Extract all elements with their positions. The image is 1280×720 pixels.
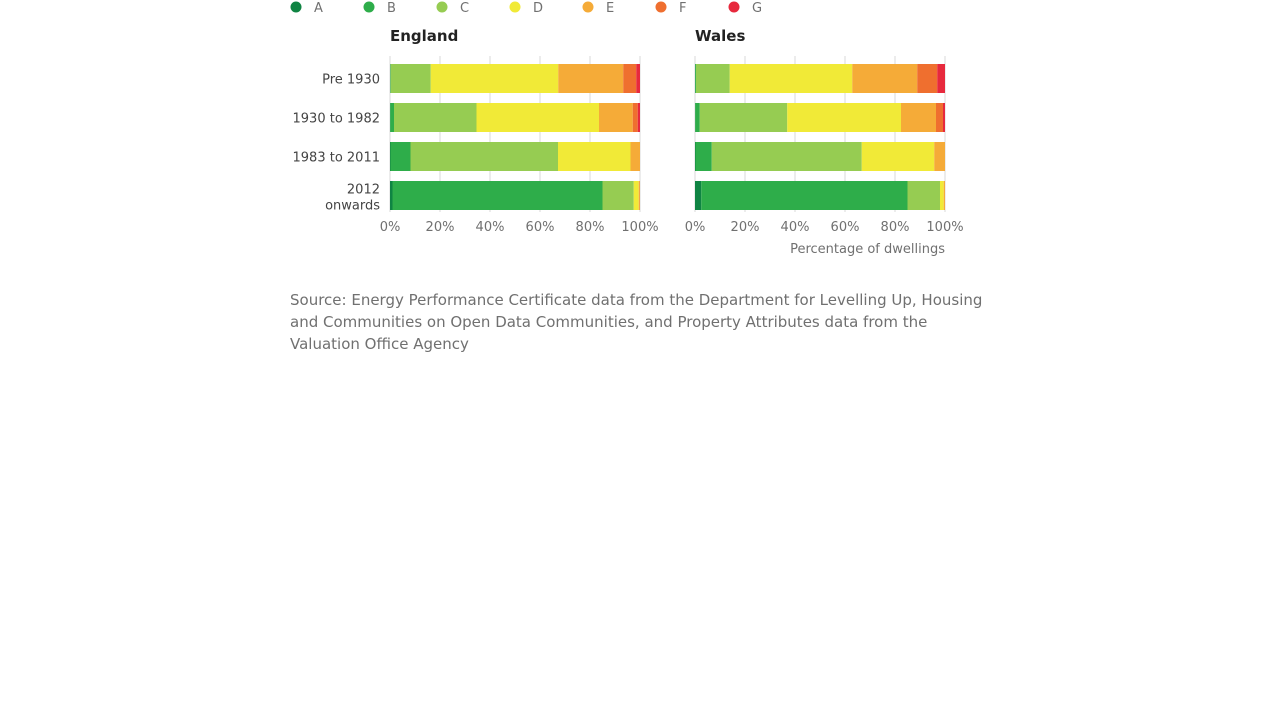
x-tick-label: 0% — [380, 220, 401, 235]
bar-segment-england-a — [390, 142, 391, 171]
bar-segment-wales-a — [695, 181, 702, 210]
x-tick-label: 80% — [881, 220, 910, 235]
legend-label-d: D — [533, 1, 543, 16]
category-label: onwards — [325, 199, 380, 214]
category-label: 1930 to 1982 — [293, 112, 380, 127]
bar-segment-england-g — [637, 103, 640, 132]
panel-title-england: England — [390, 27, 458, 45]
bar-segment-wales-g — [937, 64, 945, 93]
bar-segment-wales-b — [701, 181, 908, 210]
category-label: 1983 to 2011 — [293, 151, 380, 166]
legend-swatch-a — [290, 1, 302, 13]
bar-segment-wales-g — [943, 103, 945, 132]
bar-segment-england-d — [476, 103, 599, 132]
bar-segment-england-e — [630, 142, 640, 171]
x-tick-label: 80% — [576, 220, 605, 235]
bar-segment-england-d — [633, 181, 639, 210]
bar-segment-wales-c — [699, 103, 788, 132]
bar-segment-england-d — [558, 142, 631, 171]
legend-swatch-g — [728, 1, 740, 13]
bar-segment-england-b — [390, 64, 391, 93]
x-tick-label: 60% — [831, 220, 860, 235]
bar-segment-wales-d — [940, 181, 944, 210]
x-tick-label: 100% — [926, 220, 963, 235]
bar-segment-england-b — [392, 181, 603, 210]
legend-swatch-b — [363, 1, 375, 13]
source-note: Source: Energy Performance Certificate d… — [290, 291, 983, 353]
x-tick-label: 60% — [526, 220, 555, 235]
legend-label-g: G — [752, 1, 762, 16]
bar-segment-wales-c — [711, 142, 862, 171]
bar-segment-wales-e — [934, 142, 945, 171]
legend-label-c: C — [460, 1, 469, 16]
x-axis-title: Percentage of dwellings — [790, 242, 945, 257]
x-tick-label: 0% — [685, 220, 706, 235]
bar-segment-wales-d — [861, 142, 935, 171]
bar-segment-england-d — [430, 64, 559, 93]
bar-segment-wales-b — [695, 142, 712, 171]
x-tick-label: 20% — [731, 220, 760, 235]
bar-segment-england-f — [632, 103, 638, 132]
bar-segment-england-g — [636, 64, 640, 93]
bar-segment-wales-c — [907, 181, 940, 210]
bar-segment-england-e — [558, 64, 624, 93]
bar-segment-england-e — [638, 181, 640, 210]
legend-swatch-e — [582, 1, 594, 13]
bar-segment-england-b — [390, 103, 394, 132]
bar-segment-wales-f — [917, 64, 938, 93]
bar-segment-england-a — [390, 181, 393, 210]
bar-segment-england-c — [394, 103, 477, 132]
bar-segment-wales-e — [852, 64, 918, 93]
stacked-bar-chart: A B C D E F G Pre 1930 1930 to 1982 1983 to 2011 2… — [290, 1, 964, 257]
panel-title-wales: Wales — [695, 27, 745, 45]
bar-segment-wales-a — [695, 142, 696, 171]
bar-segment-wales-e — [901, 103, 936, 132]
bar-segment-wales-c — [696, 64, 730, 93]
x-tick-label: 40% — [781, 220, 810, 235]
bar-segment-england-e — [599, 103, 633, 132]
legend-label-b: B — [387, 1, 396, 16]
bar-segment-wales-d — [787, 103, 901, 132]
legend-label-f: F — [679, 1, 686, 16]
bar-segment-wales-e — [943, 181, 945, 210]
bar-segment-wales-b — [695, 64, 696, 93]
bar-segment-england-f — [623, 64, 637, 93]
legend-swatch-d — [509, 1, 521, 13]
bar-segment-wales-b — [695, 103, 700, 132]
x-tick-label: 20% — [426, 220, 455, 235]
bar-segment-wales-f — [936, 103, 943, 132]
legend-label-a: A — [314, 1, 323, 16]
legend-swatch-f — [655, 1, 667, 13]
category-label: 2012 — [347, 183, 380, 198]
x-tick-label: 100% — [621, 220, 658, 235]
legend-swatch-c — [436, 1, 448, 13]
x-tick-label: 40% — [476, 220, 505, 235]
bar-segment-england-c — [602, 181, 634, 210]
bar-segment-england-c — [410, 142, 558, 171]
bar-segment-england-c — [390, 64, 431, 93]
category-label: Pre 1930 — [322, 73, 380, 88]
bar-segment-wales-d — [729, 64, 853, 93]
legend-label-e: E — [606, 1, 614, 16]
bar-segment-england-b — [390, 142, 411, 171]
